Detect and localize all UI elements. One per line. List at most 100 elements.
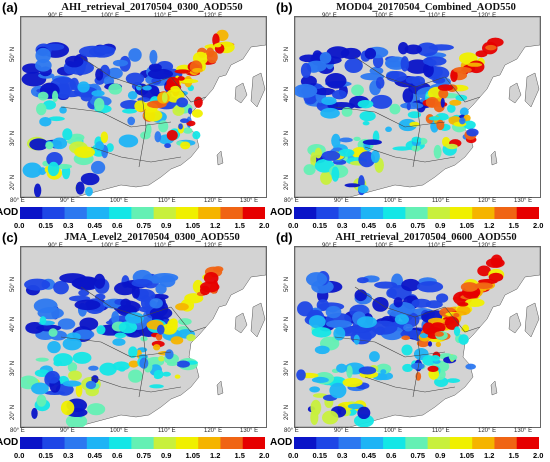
boundary-line [60,106,172,128]
aod-retrieval-area [131,278,153,288]
lon-tick: 110° E [158,428,176,434]
colorbar-swatch [472,437,495,449]
aod-retrieval-area [449,99,462,106]
aod-retrieval-area [114,282,136,296]
aod-retrieval-area [128,369,143,383]
aod-retrieval-area [91,375,99,384]
colorbar-tick-label: 0.75 [136,221,152,230]
colorbar-swatch [294,437,317,449]
aod-retrieval-area [356,316,377,328]
aod-retrieval-area [107,67,123,80]
boundary-line [412,316,421,398]
aod-retrieval-area [51,137,68,150]
aod-retrieval-area [33,183,42,197]
colorbar-swatch [383,207,406,219]
lon-tick: 90° E [334,428,349,434]
aod-map [20,246,267,428]
colorbar-tick-label: 0.6 [386,451,397,460]
aod-retrieval-area [359,111,376,122]
aod-retrieval-area [446,104,456,113]
aod-retrieval-area [166,319,178,333]
panel-label: (b) [276,0,293,15]
aod-retrieval-area [411,298,432,308]
aod-retrieval-area [39,117,52,127]
colorbar-tick-label: 1.5 [234,221,245,230]
aod-retrieval-area [320,107,340,119]
aod-retrieval-area [75,383,83,398]
aod-retrieval-area [186,334,196,342]
lon-tick: 80° E [284,198,299,204]
aod-retrieval-area [187,107,193,115]
aod-retrieval-area [456,305,471,316]
colorbar-swatch [516,437,539,449]
boundary-line [444,76,481,103]
aod-retrieval-area [398,118,417,132]
aod-retrieval-area [87,403,106,416]
aod-retrieval-area [148,63,162,72]
aod-retrieval-area [448,354,458,361]
aod-retrieval-area [344,58,363,74]
aod-retrieval-area [45,370,60,384]
aod-retrieval-area [39,316,47,325]
aod-retrieval-area [114,332,127,339]
aod-retrieval-area [460,282,478,292]
aod-retrieval-area [485,258,505,268]
boundary-line [354,286,446,318]
aod-retrieval-area [450,69,458,83]
colorbar-swatch [131,207,155,219]
lon-tick: 120° E [478,243,497,249]
aod-retrieval-area [172,105,185,116]
boundary-line [138,316,147,398]
aod-retrieval-area [53,353,73,367]
lon-tick: 130° E [240,198,259,204]
colorbar-swatch [86,437,110,449]
aod-retrieval-area [36,324,62,332]
aod-retrieval-area [362,121,370,126]
aod-colorbar [20,207,265,219]
aod-retrieval-area [88,365,99,371]
colorbar-tick-label: 0.6 [112,451,123,460]
colorbar-swatch [175,207,199,219]
lon-tick: 100° E [110,428,129,434]
aod-retrieval-area [112,59,129,67]
colorbar-tick-label: 1.05 [459,451,475,460]
lon-tick: 110° E [154,13,172,19]
aod-map [294,246,541,428]
aod-colorbar [20,437,265,449]
aod-retrieval-area [344,183,361,188]
lon-tick: 130° E [240,428,259,434]
aod-retrieval-area [192,67,204,73]
aod-retrieval-area [149,298,163,309]
aod-retrieval-area [321,96,337,106]
colorbar-tick-label: 0.3 [63,451,74,460]
aod-retrieval-area [62,380,82,387]
aod-retrieval-area [416,281,444,293]
aod-retrieval-area [485,44,497,51]
colorbar-swatch [64,207,88,219]
aod-retrieval-area [416,339,430,348]
aod-retrieval-area [140,131,151,140]
colorbar-tick-label: 1.2 [210,221,221,230]
aod-retrieval-area [99,362,117,376]
aod-retrieval-area [127,90,138,100]
colorbar-tick-label: 2.0 [259,451,270,460]
aod-retrieval-area [44,390,65,395]
panel-title: MOD04_20170504_Combined_AOD550 [336,2,516,13]
aod-map-image [21,247,266,427]
aod-retrieval-area [436,293,449,303]
aod-retrieval-area [331,166,340,182]
aod-retrieval-area [118,366,126,372]
lat-tick: 30° N [10,360,16,376]
lon-tick: 130° E [514,198,533,204]
aod-retrieval-area [444,316,460,330]
aod-retrieval-area [419,333,429,339]
lat-tick: 20° N [10,404,16,420]
aod-retrieval-area [45,141,54,150]
aod-retrieval-area [53,280,69,295]
aod-retrieval-area [475,50,488,58]
aod-retrieval-area [434,331,444,337]
aod-map-image [295,17,540,197]
aod-retrieval-area [47,340,61,354]
colorbar-swatch [316,207,340,219]
aod-retrieval-area [433,144,442,159]
